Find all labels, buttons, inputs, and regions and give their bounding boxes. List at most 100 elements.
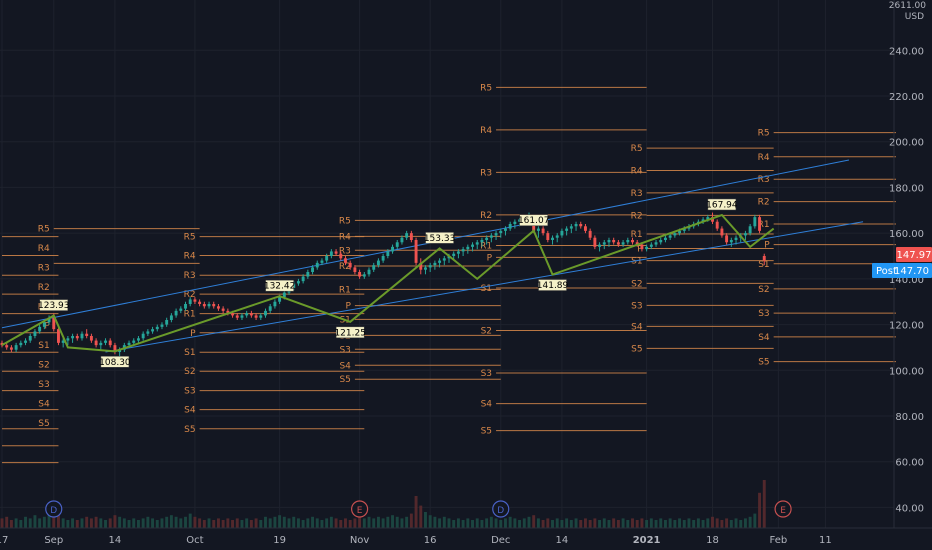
candle-body — [659, 240, 663, 243]
candle — [574, 221, 578, 231]
candle-body — [99, 342, 103, 346]
candle-body — [165, 320, 169, 325]
volume-bar — [169, 515, 173, 528]
candle — [433, 260, 437, 270]
candle — [616, 240, 620, 247]
candle-body — [57, 329, 60, 343]
candle-body — [9, 347, 13, 350]
volume-bar — [113, 515, 117, 528]
currency-label[interactable]: USD — [905, 12, 924, 22]
volume-bar — [729, 520, 733, 528]
candle — [179, 306, 183, 314]
time-tick-label: Oct — [186, 535, 203, 546]
event-circle — [492, 500, 510, 518]
candle-body — [565, 228, 569, 231]
volume-bar — [188, 513, 192, 528]
candle — [80, 331, 84, 341]
candle-body — [485, 237, 489, 240]
candle-body — [442, 258, 446, 261]
trend-channel[interactable] — [1, 159, 864, 353]
volume-bar — [602, 518, 606, 528]
candle-body — [268, 306, 272, 311]
volume-bar — [551, 520, 554, 528]
candle — [38, 324, 42, 334]
candle-body — [424, 267, 427, 270]
candle-body — [461, 249, 465, 252]
swing-label-text: 108.30 — [99, 358, 131, 368]
pivot-label: R4 — [758, 153, 770, 163]
candle-body — [160, 324, 164, 327]
candle — [28, 333, 32, 343]
candle-body — [212, 304, 216, 307]
volume-bar — [118, 516, 122, 528]
candle — [264, 308, 267, 318]
volume-bar — [532, 515, 536, 528]
candle-body — [631, 240, 634, 243]
time-tick-label: 2021 — [633, 535, 661, 546]
dividend-marker[interactable]: D — [45, 500, 63, 518]
volume-bar — [61, 518, 65, 528]
candle-body — [226, 310, 230, 314]
swing-label-box — [538, 279, 567, 291]
candle-body — [5, 345, 9, 348]
candle — [631, 237, 634, 245]
candle — [71, 333, 75, 343]
swing-label-text: 141.89 — [537, 281, 569, 291]
dividend-marker[interactable]: D — [492, 500, 510, 518]
candle-body — [438, 260, 442, 263]
candle — [565, 226, 569, 236]
candle — [508, 221, 512, 231]
candle-body — [758, 217, 762, 231]
price-axis[interactable]: 240.00 220.00 200.00 180.00 160.00 140.00 120.… — [889, 46, 924, 514]
earnings-marker[interactable]: E — [351, 500, 369, 518]
candle — [583, 224, 587, 234]
zigzag-path — [1, 213, 775, 353]
volume-bar — [461, 520, 465, 528]
candle — [146, 329, 150, 336]
candle-body — [42, 322, 46, 327]
earnings-marker[interactable]: E — [774, 500, 792, 518]
candle-body — [673, 233, 677, 236]
candle-body — [245, 313, 249, 316]
volume-bar — [405, 516, 409, 528]
candle — [339, 251, 343, 261]
pivot-label: R1 — [631, 230, 643, 240]
candle-body — [80, 333, 84, 339]
candle-body — [146, 331, 150, 334]
candle — [663, 235, 667, 243]
volume-bar — [184, 516, 187, 528]
swing-label: 121.25 — [334, 326, 366, 338]
volume-bar — [711, 516, 714, 528]
pivot-label: R4 — [631, 167, 643, 177]
volume-bar — [216, 518, 220, 528]
pivot-label: R3 — [184, 271, 196, 281]
candle-body — [362, 274, 366, 277]
volume-bar — [687, 518, 691, 528]
event-circle — [351, 500, 369, 518]
volume-bar — [701, 520, 705, 528]
time-axis[interactable]: 17 Sep 14 Oct 19 Nov 16 Dec 14 2021 18 Feb 11 — [0, 535, 832, 546]
candle-body — [339, 253, 343, 259]
candle — [753, 214, 757, 229]
pivot-label: S4 — [631, 322, 643, 332]
candle — [588, 228, 592, 240]
candle-body — [367, 269, 371, 275]
candle-body — [33, 331, 37, 336]
candle-body — [682, 228, 686, 231]
pivot-label: R1 — [339, 285, 351, 295]
candle — [240, 313, 244, 320]
channel-line — [1, 159, 850, 329]
candle — [414, 237, 418, 266]
event-circle — [45, 500, 63, 518]
candle-body — [141, 333, 145, 339]
volume-bar — [583, 518, 587, 528]
volume-bar — [66, 520, 70, 528]
price-tick-label: 220.00 — [889, 92, 924, 103]
volume-bar — [174, 516, 178, 528]
volume-bar — [231, 520, 235, 528]
volume-bar — [132, 518, 136, 528]
pivot-label: S3 — [631, 301, 642, 311]
candle-body — [353, 267, 357, 272]
